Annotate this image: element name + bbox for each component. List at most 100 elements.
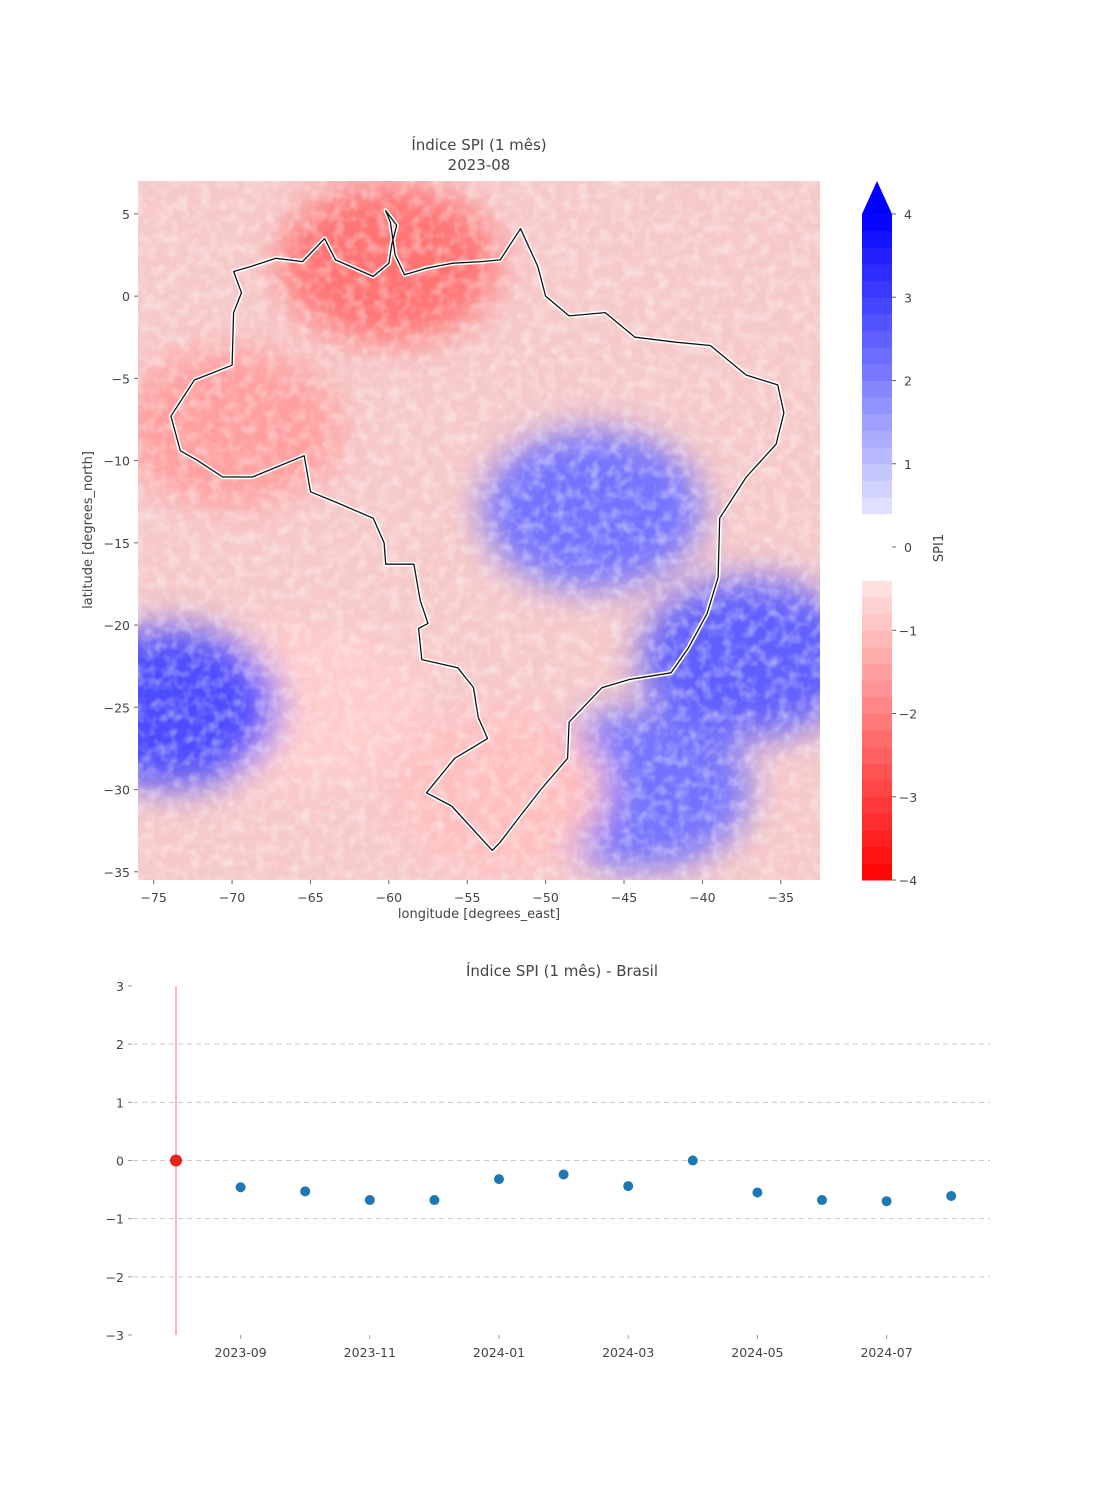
map-x-tick-label: −50 <box>532 890 558 905</box>
colorbar-step <box>862 746 892 764</box>
colorbar-step <box>862 796 892 814</box>
colorbar-step <box>862 613 892 631</box>
data-point <box>235 1182 246 1193</box>
colorbar-step <box>862 563 892 581</box>
map-y-tick-label: −30 <box>104 783 130 798</box>
colorbar-step <box>862 646 892 665</box>
colorbar-step <box>862 580 892 598</box>
colorbar-step <box>862 397 892 415</box>
data-point <box>881 1196 892 1207</box>
map-x-tick-label: −35 <box>768 890 794 905</box>
brazil-border <box>170 209 785 852</box>
colorbar-step <box>862 347 892 365</box>
timeseries-x-tick-label: 2024-07 <box>860 1345 912 1360</box>
data-point <box>946 1190 957 1201</box>
map-y-tick-label: −35 <box>104 865 130 880</box>
colorbar-step <box>862 813 892 831</box>
timeseries-x-tick-label: 2023-11 <box>344 1345 396 1360</box>
data-point <box>494 1174 504 1185</box>
colorbar-step <box>862 363 892 381</box>
map-y-tick-label: 0 <box>122 289 130 304</box>
timeseries-x-tick-label: 2024-01 <box>473 1345 525 1360</box>
colorbar-step <box>862 596 892 615</box>
colorbar-tick-label: 2 <box>904 374 912 389</box>
colorbar-step <box>862 863 892 881</box>
heatmap-texture <box>138 181 820 880</box>
map-y-tick-label: −5 <box>112 371 130 386</box>
colorbar-step <box>862 480 892 498</box>
colorbar-step <box>862 713 892 731</box>
colorbar-steps <box>862 214 892 881</box>
map-x-tick-label: −75 <box>140 890 166 905</box>
colorbar-step <box>862 214 892 232</box>
colorbar-step <box>862 763 892 781</box>
map-y-tick-label: −15 <box>104 536 130 551</box>
map-y-tick-label: −20 <box>104 618 130 633</box>
colorbar-step <box>862 463 892 481</box>
colorbar-tick-label: −3 <box>899 790 917 805</box>
data-point <box>623 1181 634 1192</box>
map-title: Índice SPI (1 mês) <box>411 135 546 154</box>
map-y-axis: 5 0 −5 −10 −15 −20 −25 −30 −35 <box>104 207 138 880</box>
timeseries-title: Índice SPI (1 mês) - Brasil <box>466 961 658 980</box>
timeseries-points <box>170 1154 957 1207</box>
colorbar-step <box>862 730 892 748</box>
colorbar-tick-label: −4 <box>899 873 917 888</box>
map-x-axis: −75 −70 −65 −60 −55 −50 −45 −40 −35 <box>140 880 794 905</box>
colorbar-step <box>862 497 892 515</box>
colorbar-step <box>862 696 892 714</box>
timeseries-y-axis: 3 2 1 0 −1 −2 −3 <box>106 979 132 1343</box>
map-x-tick-label: −65 <box>297 890 323 905</box>
colorbar-tick-label: 0 <box>904 540 912 555</box>
colorbar-step <box>862 780 892 798</box>
colorbar-label: SPI1 <box>932 534 947 562</box>
colorbar-step <box>862 430 892 448</box>
timeseries-y-tick-label: −2 <box>106 1270 124 1285</box>
colorbar-step <box>862 230 892 248</box>
colorbar-step <box>862 846 892 864</box>
timeseries-y-tick-label: −1 <box>106 1212 124 1227</box>
spi-timeseries-panel: Índice SPI (1 mês) - Brasil 3 2 1 0 −1 −2 −3 2… <box>106 961 990 1360</box>
map-y-tick-label: 5 <box>122 207 130 222</box>
map-y-label: latitude [degrees_north] <box>81 451 96 609</box>
timeseries-x-tick-label: 2024-03 <box>602 1345 654 1360</box>
colorbar-tick-label: 3 <box>904 290 912 305</box>
colorbar-step <box>862 547 892 565</box>
map-x-tick-label: −40 <box>689 890 715 905</box>
timeseries-y-tick-label: 1 <box>116 1095 124 1110</box>
data-point <box>687 1155 698 1166</box>
colorbar-step <box>862 447 892 465</box>
timeseries-y-tick-label: 2 <box>116 1037 124 1052</box>
timeseries-y-tick-label: 3 <box>116 979 124 994</box>
colorbar-step <box>862 830 892 848</box>
colorbar-step <box>862 330 892 348</box>
data-point <box>817 1195 827 1206</box>
map-x-tick-label: −55 <box>454 890 480 905</box>
colorbar-step <box>862 263 892 282</box>
data-point <box>300 1186 311 1197</box>
timeseries-grid <box>133 1043 990 1278</box>
map-x-tick-label: −60 <box>376 890 402 905</box>
colorbar-step <box>862 680 892 698</box>
data-point <box>364 1195 375 1206</box>
map-subtitle: 2023-08 <box>448 156 511 174</box>
colorbar-step <box>862 513 892 531</box>
colorbar-step <box>862 297 892 315</box>
colorbar-step <box>862 247 892 265</box>
timeseries-x-tick-label: 2023-09 <box>214 1345 266 1360</box>
timeseries-x-axis: 2023-09 2023-11 2024-01 2024-03 2024-05 2024-… <box>214 1335 913 1360</box>
colorbar-tick-label: −2 <box>899 707 917 722</box>
timeseries-x-tick-label: 2024-05 <box>731 1345 783 1360</box>
map-x-label: longitude [degrees_east] <box>398 907 560 922</box>
map-y-tick-label: −10 <box>104 454 130 469</box>
spi-map-panel: Índice SPI (1 mês) 2023-08 −75 −70 −65 −60−… <box>81 135 820 922</box>
map-y-tick-label: −25 <box>104 700 130 715</box>
colorbar-ticks: 4 3 2 1 0 −1 −2 −3 −4 <box>892 207 917 888</box>
colorbar-step <box>862 630 892 648</box>
colorbar: 4 3 2 1 0 −1 −2 −3 −4 SPI1 <box>862 181 947 888</box>
data-point <box>558 1169 569 1180</box>
data-point <box>429 1195 440 1206</box>
highlighted-data-point <box>170 1154 182 1167</box>
map-x-tick-label: −45 <box>611 890 637 905</box>
